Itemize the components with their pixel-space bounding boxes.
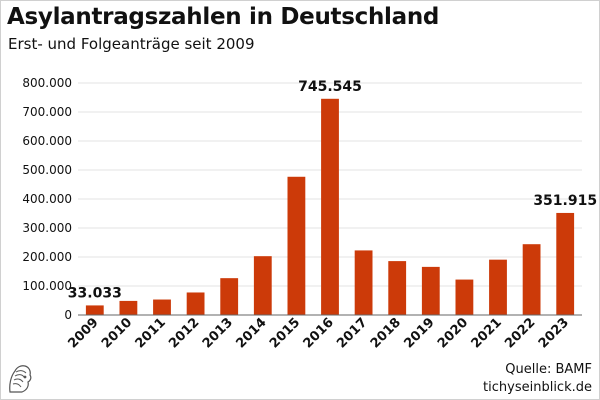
x-tick-label: 2018	[368, 315, 404, 351]
bar	[253, 256, 272, 315]
x-tick-label: 2020	[435, 315, 471, 351]
bar	[321, 98, 339, 315]
x-tick-label: 2019	[401, 315, 437, 351]
x-tick-label: 2022	[502, 315, 538, 351]
y-tick-label: 600.000	[22, 134, 72, 148]
bar	[489, 259, 507, 315]
source-note: Quelle: BAMF tichyseinblick.de	[483, 361, 592, 397]
y-tick-label: 100.000	[22, 279, 72, 293]
data-label: 351.915	[533, 193, 597, 209]
bar	[522, 244, 541, 315]
x-tick-label: 2016	[301, 315, 337, 351]
bar	[556, 212, 575, 315]
bar	[186, 292, 205, 315]
x-tick-label: 2021	[469, 315, 505, 351]
x-tick-label: 2023	[536, 315, 572, 351]
y-tick-label: 200.000	[22, 250, 72, 264]
source-label: Quelle: BAMF	[505, 362, 592, 377]
x-tick-label: 2017	[334, 315, 370, 351]
x-tick-label: 2011	[133, 315, 169, 351]
bar	[455, 279, 474, 315]
y-tick-label: 700.000	[22, 105, 72, 119]
x-tick-label: 2013	[200, 315, 236, 351]
bar	[220, 278, 239, 315]
x-tick-label: 2010	[99, 315, 135, 351]
bar	[85, 305, 104, 315]
y-tick-label: 800.000	[22, 76, 72, 90]
bar	[119, 300, 138, 315]
x-tick-label: 2015	[267, 315, 303, 351]
bar	[287, 176, 306, 315]
y-tick-label: 0	[64, 308, 72, 322]
bar	[153, 299, 171, 315]
y-tick-label: 400.000	[22, 192, 72, 206]
x-tick-label: 2014	[233, 315, 269, 351]
x-tick-label: 2012	[166, 315, 202, 351]
chart-subtitle: Erst- und Folgeanträge seit 2009	[8, 35, 255, 53]
owl-head-logo-icon	[9, 365, 32, 393]
bar	[354, 250, 373, 315]
y-tick-label: 500.000	[22, 163, 72, 177]
data-label: 745.545	[298, 79, 362, 95]
chart-title: Asylantragszahlen in Deutschland	[7, 4, 440, 30]
data-label: 33.033	[68, 285, 122, 301]
bar	[388, 261, 407, 315]
bar	[421, 266, 440, 315]
y-tick-label: 300.000	[22, 221, 72, 235]
site-name: tichyseinblick.de	[483, 380, 592, 395]
